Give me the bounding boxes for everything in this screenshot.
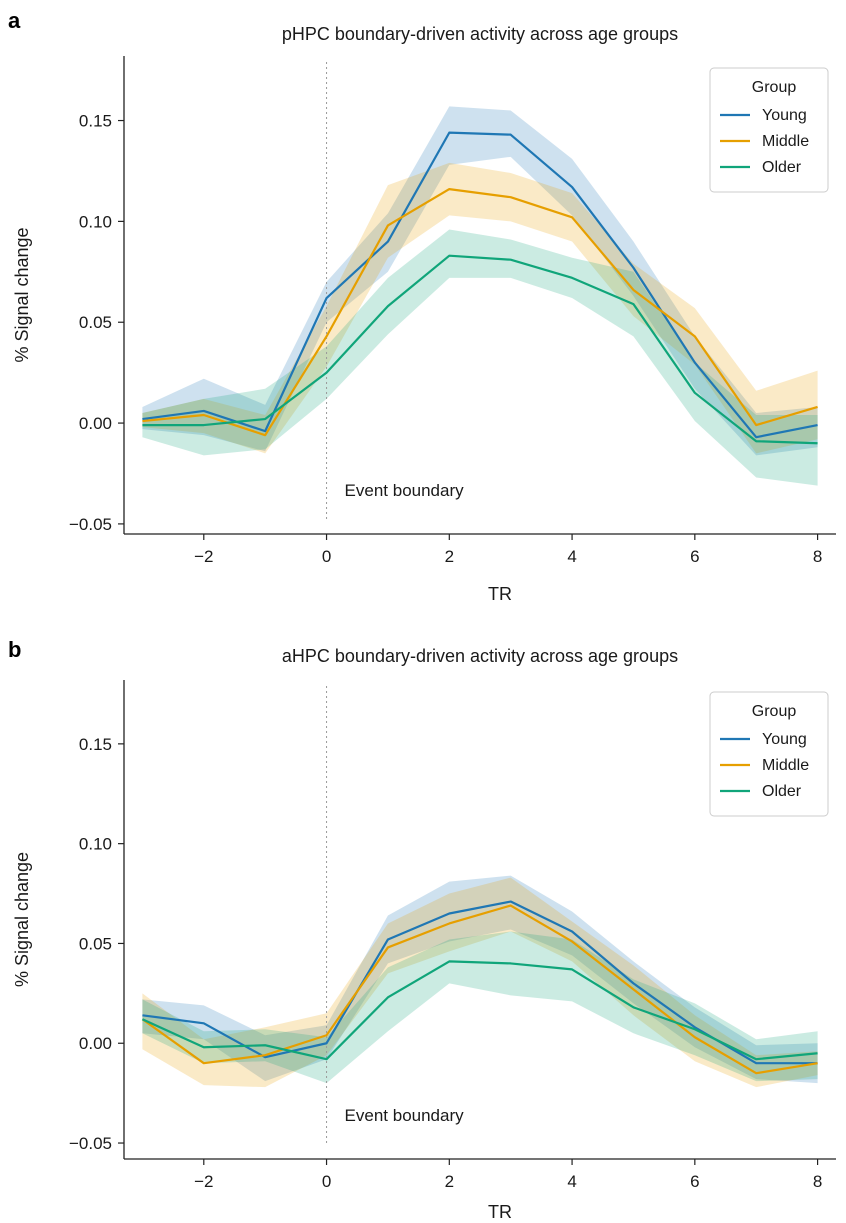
x-tick-label: 6: [690, 1172, 699, 1191]
x-tick-label: 2: [445, 1172, 454, 1191]
chart-title: pHPC boundary-driven activity across age…: [282, 24, 678, 44]
legend-label-young: Young: [762, 107, 807, 124]
y-tick-label: −0.05: [69, 1134, 112, 1153]
chart-panel-a: a pHPC boundary-driven activity across ag…: [8, 8, 836, 604]
legend-title: Group: [752, 79, 797, 96]
y-tick-label: 0.15: [79, 112, 112, 131]
chart-panel-b: b aHPC boundary-driven activity across ag…: [8, 637, 836, 1222]
y-tick-label: 0.05: [79, 313, 112, 332]
legend: Group Young Middle Older: [709, 67, 829, 193]
panel-letter: a: [8, 8, 21, 33]
series-line-older: [141, 960, 818, 1061]
confidence-band-older: [142, 931, 818, 1084]
chart-title: aHPC boundary-driven activity across age…: [282, 646, 678, 666]
event-boundary-label: Event boundary: [345, 481, 465, 500]
legend-label-older: Older: [762, 159, 802, 176]
legend-label-young: Young: [762, 731, 807, 748]
series-line-young: [142, 131, 818, 439]
x-tick-label: 4: [567, 1172, 576, 1191]
legend-label-older: Older: [762, 783, 802, 800]
x-tick-label: 8: [813, 1172, 822, 1191]
legend-box: [709, 67, 829, 193]
series-line-middle: [142, 188, 818, 437]
y-axis-label: % Signal change: [12, 852, 32, 987]
event-boundary-label: Event boundary: [345, 1106, 465, 1125]
confidence-band-young: [142, 106, 818, 456]
y-axis-label: % Signal change: [12, 227, 32, 362]
confidence-band-older: [142, 229, 818, 486]
legend-label-middle: Middle: [762, 757, 809, 774]
y-tick-label: 0.10: [79, 212, 112, 231]
x-tick-label: 4: [567, 547, 576, 566]
y-tick-label: 0.10: [79, 835, 112, 854]
x-tick-label: 8: [813, 547, 822, 566]
y-tick-label: 0.15: [79, 735, 112, 754]
panel-letter: b: [8, 637, 21, 662]
y-tick-label: 0.00: [79, 414, 112, 433]
y-tick-label: 0.00: [79, 1034, 112, 1053]
y-tick-label: −0.05: [69, 515, 112, 534]
x-tick-label: 6: [690, 547, 699, 566]
x-axis-label: TR: [488, 584, 512, 604]
legend: Group Young Middle Older: [709, 691, 829, 817]
x-tick-label: 0: [322, 547, 331, 566]
x-axis-label: TR: [488, 1202, 512, 1222]
x-tick-label: −2: [194, 1172, 213, 1191]
legend-title: Group: [752, 703, 797, 720]
x-tick-label: −2: [194, 547, 213, 566]
y-tick-label: 0.05: [79, 934, 112, 953]
series-line-older: [142, 254, 818, 445]
legend-box: [709, 691, 829, 817]
x-tick-label: 2: [445, 547, 454, 566]
series-line-middle: [141, 904, 818, 1075]
confidence-band-young: [142, 875, 818, 1084]
x-tick-label: 0: [322, 1172, 331, 1191]
legend-label-middle: Middle: [762, 133, 809, 150]
confidence-band-middle: [142, 877, 818, 1088]
confidence-band-middle: [142, 162, 818, 454]
